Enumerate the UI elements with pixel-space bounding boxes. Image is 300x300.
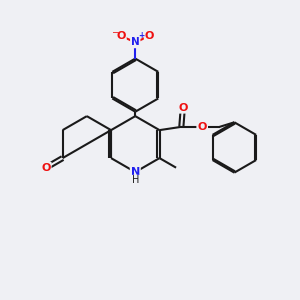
Text: +: + <box>139 32 145 40</box>
Text: N: N <box>131 167 140 177</box>
Text: H: H <box>132 175 139 185</box>
Text: O: O <box>178 103 188 113</box>
Text: O: O <box>41 163 51 173</box>
Text: −: − <box>111 27 118 36</box>
Text: N: N <box>131 38 140 47</box>
Text: O: O <box>197 122 207 132</box>
Text: O: O <box>116 31 126 41</box>
Text: O: O <box>145 31 154 41</box>
